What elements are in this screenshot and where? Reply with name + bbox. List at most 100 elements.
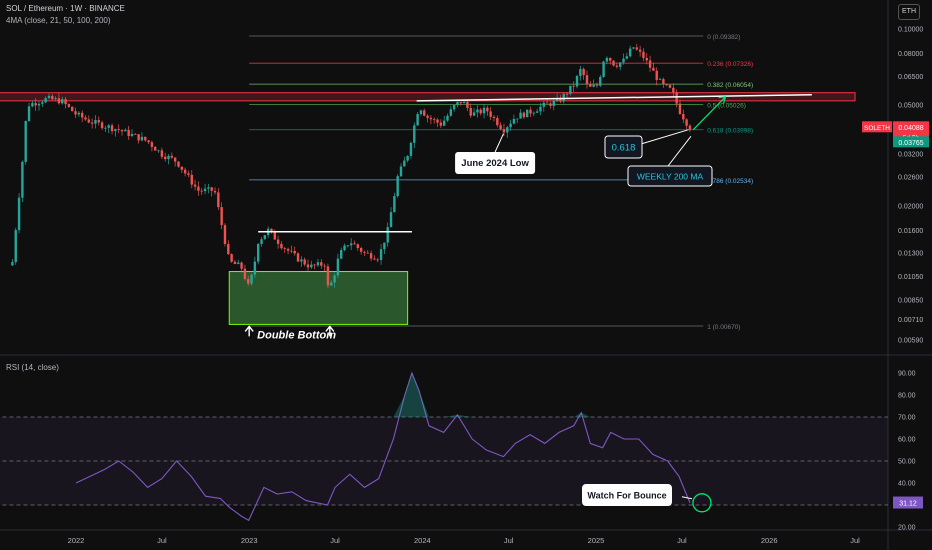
candle xyxy=(622,53,625,65)
candle-body xyxy=(386,227,389,243)
candle-body xyxy=(648,60,652,68)
time-tick-label: 2025 xyxy=(588,536,605,545)
candle-body xyxy=(64,99,67,105)
candle-body xyxy=(227,243,230,255)
candle-body xyxy=(479,109,482,114)
candle-body xyxy=(276,239,280,244)
candle xyxy=(240,261,243,273)
candle-body xyxy=(51,95,54,100)
candle xyxy=(160,147,164,160)
candle xyxy=(260,237,263,247)
candle-body xyxy=(472,112,476,116)
candle xyxy=(276,235,280,249)
candle xyxy=(499,122,502,131)
candle xyxy=(658,77,662,81)
candle xyxy=(409,141,413,159)
candle-body xyxy=(333,275,336,283)
candle xyxy=(64,97,67,109)
candle xyxy=(217,188,220,210)
time-tick-label: Jul xyxy=(504,536,514,545)
candle xyxy=(210,186,213,197)
candle-body xyxy=(489,111,492,117)
candle xyxy=(183,167,187,177)
candle-body xyxy=(120,129,124,132)
candle-body xyxy=(37,103,41,106)
candle xyxy=(333,273,336,288)
candle-body xyxy=(645,57,648,61)
candle xyxy=(628,45,632,58)
last-price-text: 0.04088 xyxy=(898,125,923,132)
candle-body xyxy=(87,119,91,123)
candle xyxy=(237,259,240,265)
currency-badge[interactable]: ETH xyxy=(898,4,920,20)
candle-body xyxy=(535,111,539,113)
candle-body xyxy=(31,103,34,107)
candle-body xyxy=(150,142,154,147)
candle-body xyxy=(180,166,184,170)
candle-body xyxy=(492,116,496,118)
candle-body xyxy=(11,262,14,266)
price-tick-label: 0.05000 xyxy=(898,103,923,110)
candle-body xyxy=(575,76,579,87)
candle-body xyxy=(127,129,130,136)
candle xyxy=(37,101,41,111)
candle-body xyxy=(416,114,419,126)
candle-body xyxy=(369,253,373,259)
candle xyxy=(190,170,193,189)
candle-body xyxy=(154,146,157,151)
candle-body xyxy=(300,259,303,262)
candle xyxy=(67,103,71,109)
rsi-tick-label: 50.00 xyxy=(898,459,916,466)
candle-body xyxy=(213,190,217,193)
candle xyxy=(150,140,154,152)
candle xyxy=(552,97,555,111)
candle-body xyxy=(130,133,134,136)
candle xyxy=(263,234,267,240)
candle xyxy=(173,157,177,167)
candle-body xyxy=(200,190,203,192)
price-tick-label: 0.03200 xyxy=(898,152,923,159)
candle-body xyxy=(452,104,456,110)
fib-level-label: 0.5 (0.05026) xyxy=(707,103,746,110)
candle-body xyxy=(658,79,662,80)
candle-body xyxy=(97,120,100,123)
candle-body xyxy=(615,65,619,67)
candle xyxy=(290,245,293,254)
fib-level-label: 0.382 (0.06054) xyxy=(707,82,753,89)
callout-pointer xyxy=(494,133,504,153)
candle xyxy=(452,104,456,112)
candle-body xyxy=(157,150,160,152)
candle xyxy=(61,96,64,105)
candle-body xyxy=(592,84,595,87)
candle xyxy=(247,275,250,286)
rsi-tick-label: 70.00 xyxy=(898,415,916,422)
candle xyxy=(336,253,340,278)
candle xyxy=(84,115,87,121)
candle-body xyxy=(283,248,286,249)
candle-body xyxy=(389,212,393,228)
candle xyxy=(688,124,692,133)
candle-body xyxy=(170,155,174,158)
candle-body xyxy=(589,84,592,87)
time-tick-label: 2024 xyxy=(414,536,431,545)
candle xyxy=(90,118,94,129)
candle-body xyxy=(635,47,639,50)
candle-body xyxy=(343,245,346,251)
candle xyxy=(472,108,476,117)
candle-body xyxy=(519,112,522,119)
candle xyxy=(569,85,572,96)
candle-body xyxy=(160,150,164,157)
candle xyxy=(379,244,383,265)
candle-body xyxy=(409,142,413,156)
candle xyxy=(506,125,509,138)
candle xyxy=(446,113,449,122)
candle xyxy=(549,101,552,109)
trendline xyxy=(416,93,812,102)
candle-body xyxy=(655,70,658,80)
candle-body xyxy=(565,93,569,95)
candle-body xyxy=(167,155,170,160)
candle xyxy=(187,170,190,178)
price-tick-label: 0.02000 xyxy=(898,203,923,210)
candle xyxy=(655,67,658,86)
candle-body xyxy=(632,47,635,49)
